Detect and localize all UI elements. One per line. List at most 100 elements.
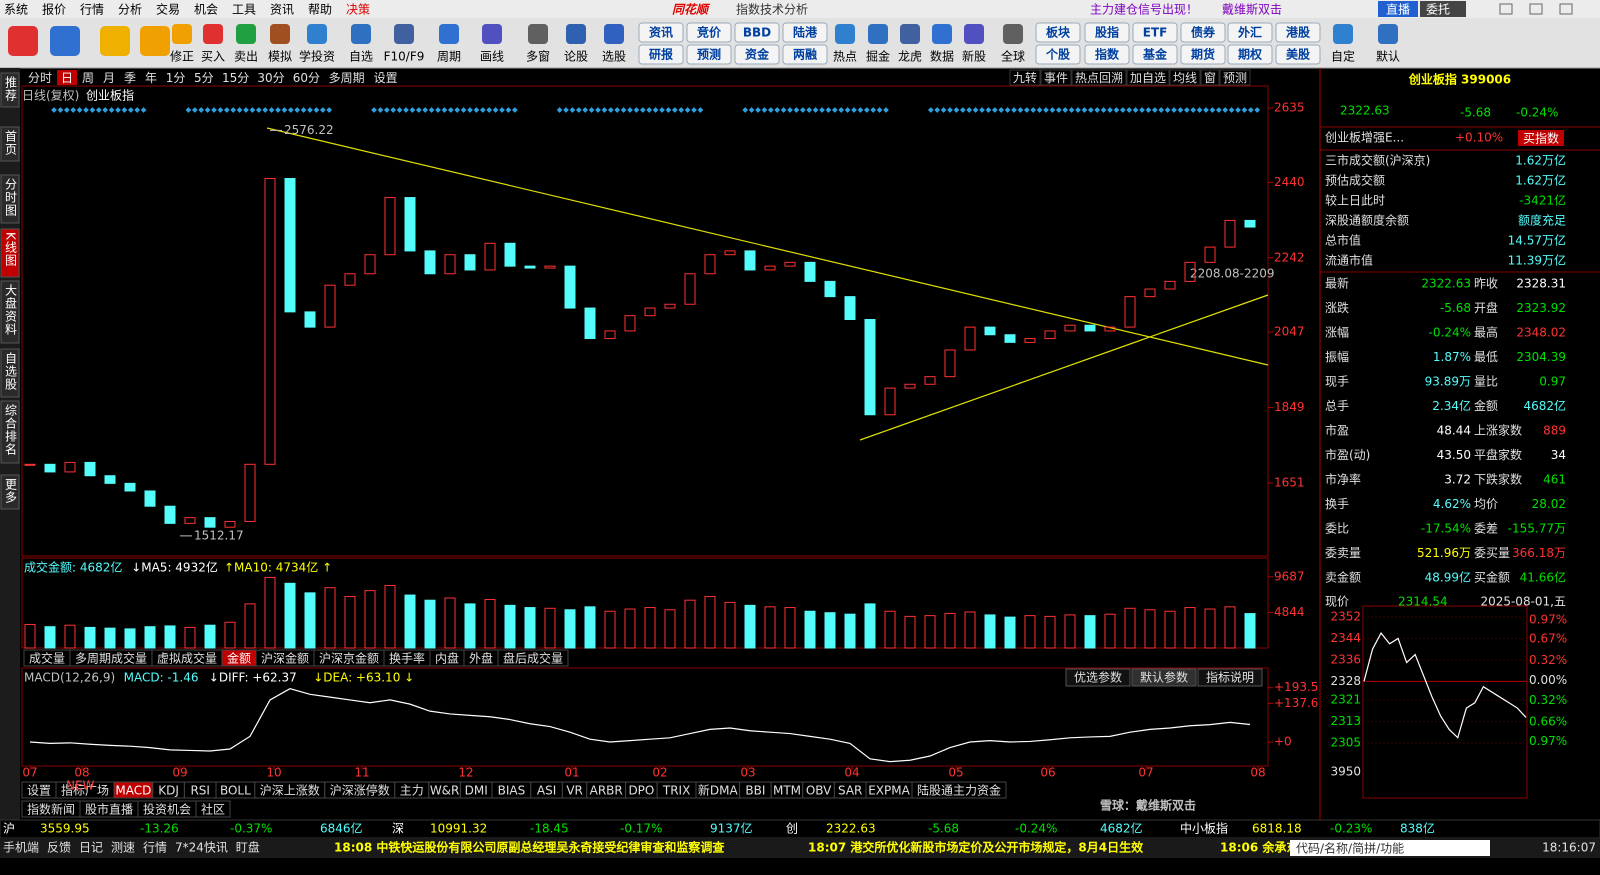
toolbar-icon[interactable] [351, 24, 371, 44]
macd-button[interactable] [1065, 668, 1131, 687]
sidebar-tab[interactable] [0, 474, 20, 510]
tab-label[interactable]: 加自选 [1130, 71, 1166, 85]
toolbar-pair-label[interactable]: 资金 [745, 47, 770, 62]
tab-label[interactable]: ASI [537, 784, 556, 798]
toolbar-pair-label[interactable]: 预测 [697, 47, 721, 62]
tab-label[interactable]: 金额 [227, 651, 251, 666]
search-placeholder[interactable]: 代码/名称/简拼/功能 [1296, 841, 1404, 856]
tab-label[interactable]: 60分 [293, 71, 320, 85]
toolbar-label[interactable]: 学投资 [299, 49, 335, 64]
toolbar-pair-label[interactable]: 研报 [649, 47, 673, 62]
toolbar-label[interactable]: 论股 [564, 50, 588, 64]
toolbar-pair-button[interactable] [1180, 44, 1226, 65]
toolbar-label[interactable]: 修正 [170, 49, 194, 64]
toolbar-pair-label[interactable]: 陆港 [793, 25, 818, 40]
tab-label[interactable]: 盘后成交量 [503, 651, 563, 666]
toolbar-pair-button[interactable] [1180, 22, 1226, 43]
tab-label[interactable]: 换手率 [389, 651, 425, 666]
tab-label[interactable]: 年 [145, 71, 157, 85]
toolbar-pair-button[interactable] [686, 44, 732, 65]
footer-item[interactable]: 手机端 [3, 841, 39, 855]
sidebar-label[interactable]: 大盘资料 [4, 284, 18, 336]
tab-label[interactable]: 5分 [194, 71, 214, 85]
toolbar-label[interactable]: 自选 [349, 50, 373, 64]
tab-label[interactable]: 季 [124, 71, 136, 85]
toolbar-pair-label[interactable]: BBD [743, 26, 771, 40]
buy-label[interactable]: 买指数 [1523, 131, 1559, 146]
toolbar-icon[interactable] [236, 24, 256, 44]
toolbar-icon[interactable] [100, 26, 130, 56]
news-item[interactable]: 18:08 中铁快运股份有限公司原副总经理吴永奇接受纪律审查和监察调查 [334, 840, 725, 855]
toolbar-label[interactable]: 多窗 [526, 50, 550, 64]
toolbar-pair-button[interactable] [1275, 44, 1321, 65]
tab[interactable] [1219, 69, 1251, 86]
tab-label[interactable]: 热点回溯 [1075, 70, 1123, 85]
toolbar-pair-button[interactable] [638, 22, 684, 43]
tab-label[interactable]: 沪深涨停数 [330, 783, 390, 798]
toolbar-pair-button[interactable] [782, 22, 828, 43]
toolbar-pair-label[interactable]: ETF [1143, 26, 1168, 40]
tab[interactable] [195, 800, 231, 818]
tab[interactable] [1200, 69, 1220, 86]
tab-label[interactable]: DPO [628, 784, 654, 798]
toolbar-icon[interactable] [140, 26, 170, 56]
macd-button-label[interactable]: 默认参数 [1140, 670, 1188, 685]
toolbar-pair-button[interactable] [1227, 44, 1273, 65]
footer-item[interactable]: 日记 [79, 841, 103, 855]
tab[interactable] [1071, 69, 1127, 86]
toolbar-icon[interactable] [835, 24, 855, 44]
tab-label[interactable]: 周 [82, 71, 94, 85]
toolbar-pair-label[interactable]: 个股 [1045, 47, 1071, 62]
tab-label[interactable]: 15分 [222, 71, 249, 85]
toolbar-icon[interactable] [604, 24, 624, 44]
toolbar-pair-button[interactable] [1035, 22, 1081, 43]
toolbar-icon[interactable] [566, 24, 586, 44]
tab[interactable] [1169, 69, 1201, 86]
toolbar-icon[interactable] [270, 24, 290, 44]
macd-button-label[interactable]: 指标说明 [1206, 670, 1254, 685]
toolbar-icon[interactable] [439, 24, 459, 44]
toolbar-pair-button[interactable] [782, 44, 828, 65]
tab-label[interactable]: 社区 [201, 802, 225, 817]
toolbar-label[interactable]: 周期 [437, 50, 461, 64]
tab-label[interactable]: VR [566, 784, 583, 798]
toolbar-pair-button[interactable] [1084, 22, 1130, 43]
menu-item[interactable]: 行情 [80, 3, 104, 17]
toolbar-pair-button[interactable] [686, 22, 732, 43]
toolbar-label[interactable]: 龙虎 [898, 50, 922, 64]
toolbar-icon[interactable] [8, 26, 38, 56]
tab[interactable] [162, 70, 190, 85]
toolbar-pair-button[interactable] [638, 44, 684, 65]
live-label[interactable]: 直播 [1386, 3, 1410, 17]
toolbar-icon[interactable] [528, 24, 548, 44]
toolbar-icon[interactable] [1003, 24, 1023, 44]
search-box[interactable] [1290, 840, 1490, 856]
news-item[interactable]: 18:07 港交所优化新股市场定价及公开市场规定，8月4日生效 [808, 840, 1144, 855]
sidebar-tab[interactable] [0, 348, 20, 398]
sidebar-label[interactable]: K线图 [4, 232, 18, 267]
sidebar-tab[interactable] [0, 72, 20, 108]
tab-label[interactable]: 多周期 [329, 71, 365, 85]
toolbar-label[interactable]: F10/F9 [384, 50, 425, 64]
sidebar-tab[interactable] [0, 280, 20, 344]
menu-item[interactable]: 机会 [194, 3, 218, 17]
menu-item[interactable]: 交易 [156, 2, 180, 17]
tab-label[interactable]: MACD [115, 784, 151, 798]
toolbar-pair-button[interactable] [1132, 44, 1178, 65]
tab-label[interactable]: 指标广场 [61, 783, 109, 798]
toolbar-pair-button[interactable] [734, 22, 780, 43]
tab-label[interactable]: TRIX [662, 784, 690, 798]
tab-label[interactable]: BBI [745, 784, 765, 798]
toolbar-label[interactable]: 热点 [833, 50, 857, 64]
tab-label[interactable]: 均线 [1173, 71, 1197, 85]
tab-label[interactable]: W&R [430, 784, 460, 798]
menu-item[interactable]: 系统 [4, 3, 28, 17]
trade-label[interactable]: 委托 [1426, 3, 1450, 17]
toolbar-pair-label[interactable]: 两融 [793, 47, 817, 62]
live-button[interactable] [1378, 1, 1418, 17]
toolbar-label[interactable]: 全球 [1001, 49, 1025, 64]
tab-label[interactable]: 新DMA [698, 783, 739, 798]
window-control[interactable] [1499, 3, 1513, 15]
footer-item[interactable]: 反馈 [47, 841, 71, 855]
tab[interactable] [78, 70, 98, 85]
